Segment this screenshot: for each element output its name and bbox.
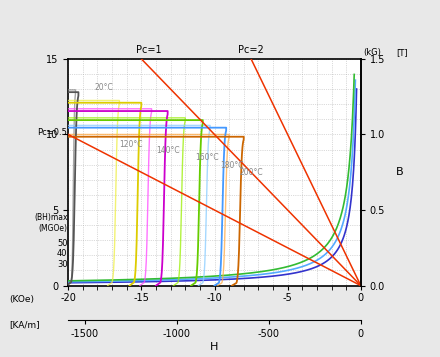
Text: (kG): (kG): [364, 47, 381, 57]
Text: 120°C: 120°C: [119, 140, 143, 149]
Text: (KOe): (KOe): [9, 295, 34, 304]
Text: 200°C: 200°C: [239, 168, 263, 177]
Text: (MGOe): (MGOe): [38, 224, 67, 233]
Text: Pc=1: Pc=1: [136, 45, 161, 55]
Text: Pc=0.5: Pc=0.5: [37, 128, 67, 137]
X-axis label: H: H: [210, 342, 219, 352]
Text: [KA/m]: [KA/m]: [9, 320, 40, 329]
Text: 30: 30: [57, 260, 67, 269]
Text: 50: 50: [57, 239, 67, 248]
Text: Pc=2: Pc=2: [238, 45, 264, 55]
Text: [T]: [T]: [396, 47, 407, 57]
Text: B: B: [396, 167, 403, 177]
Text: (BH)max: (BH)max: [34, 213, 67, 222]
Text: 140°C: 140°C: [156, 146, 180, 155]
Text: 160°C: 160°C: [195, 153, 219, 162]
Text: 40: 40: [57, 249, 67, 258]
Text: 20°C: 20°C: [95, 83, 113, 92]
Text: 180°C: 180°C: [220, 161, 244, 170]
